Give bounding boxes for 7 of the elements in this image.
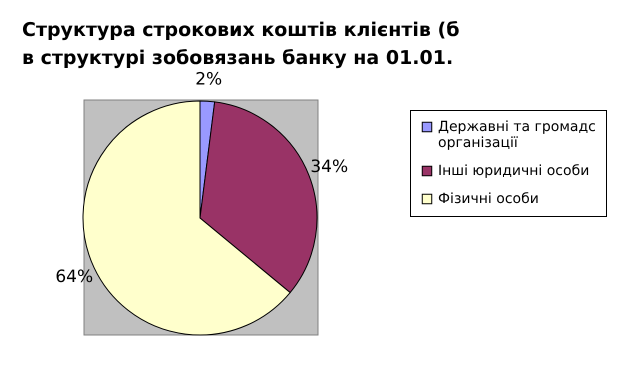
data-label: 64%: [55, 267, 94, 288]
data-label: 2%: [195, 69, 222, 90]
chart-title: Структура строкових коштів клієнтів (б в структурі зобовязань банку на 01.01.: [22, 19, 460, 69]
legend-label: Державні та громадс організації: [438, 119, 596, 151]
legend-label: Інші юридичні особи: [438, 163, 590, 179]
legend-label: Фізичні особи: [438, 191, 539, 207]
data-label: 34%: [310, 156, 348, 177]
